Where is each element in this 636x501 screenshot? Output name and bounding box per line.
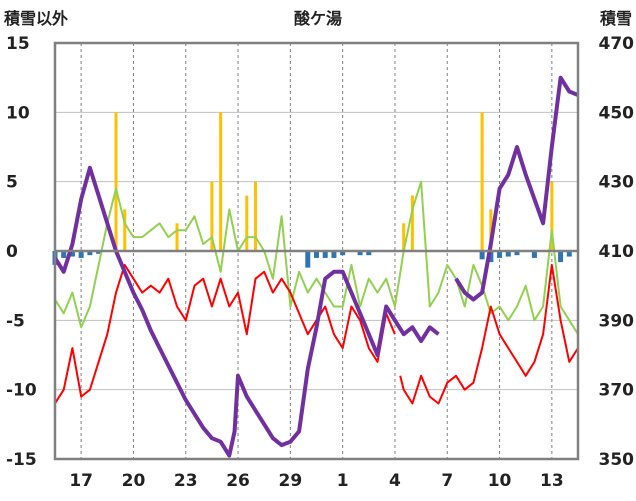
chart-title: 酸ケ湯	[294, 9, 342, 28]
right-tick-label: 370	[599, 381, 635, 401]
snow-change-bar	[366, 251, 372, 256]
snow-change-bar	[61, 251, 67, 258]
left-tick-label: 5	[6, 173, 18, 193]
x-tick-label: 23	[174, 471, 198, 491]
x-tick-label: 1	[337, 471, 349, 491]
x-tick-label: 4	[389, 471, 401, 491]
x-tick-label: 10	[488, 471, 512, 491]
precip-bar	[114, 112, 118, 251]
x-tick-label: 20	[122, 471, 146, 491]
left-tick-label: 0	[6, 242, 18, 262]
left-tick-label: -15	[6, 450, 37, 470]
right-axis-label: 積雪	[599, 9, 632, 28]
snow-change-bar	[322, 251, 328, 258]
right-tick-label: 470	[599, 34, 635, 54]
precip-bar	[402, 223, 406, 251]
x-tick-label: 7	[441, 471, 453, 491]
precip-bar	[210, 181, 214, 251]
snow-change-bar	[78, 251, 84, 258]
snow-change-bar	[331, 251, 337, 258]
snow-change-bar	[488, 251, 494, 263]
left-axis-label: 積雪以外	[3, 9, 68, 28]
snow-change-bar	[69, 251, 75, 257]
snow-change-bar	[340, 251, 346, 256]
snow-change-bar	[305, 251, 311, 268]
left-tick-label: -10	[6, 381, 37, 401]
snow-change-bar	[514, 251, 520, 256]
snow-change-bar	[87, 251, 93, 256]
temp-min-line	[399, 263, 579, 405]
x-axis-ticks: 17 20 23 26 29 1 4 7 10 13	[69, 471, 563, 491]
snow-change-bar	[505, 251, 511, 257]
precip-bar	[480, 112, 484, 251]
left-axis-ticks: 15 10 5 0 -5 -10 -15	[6, 34, 37, 470]
line-series	[53, 75, 579, 458]
snow-change-bar	[479, 251, 485, 260]
temp-max-line	[54, 180, 579, 335]
right-tick-label: 450	[599, 103, 635, 123]
precip-bar	[123, 209, 127, 251]
precip-bar	[550, 181, 554, 251]
snow-depth-line	[454, 75, 579, 302]
precip-bar	[489, 209, 493, 251]
precip-bar	[175, 223, 179, 251]
left-tick-label: -5	[6, 311, 25, 331]
temp-min-line	[54, 263, 396, 405]
snow-change-bar	[96, 251, 102, 254]
plot-frame	[53, 41, 580, 461]
right-tick-label: 390	[599, 311, 635, 331]
bar-series	[52, 112, 572, 268]
right-tick-label: 350	[599, 450, 635, 470]
left-tick-label: 15	[6, 34, 30, 54]
snow-change-bar	[497, 251, 503, 258]
precip-bar	[253, 181, 257, 251]
snow-change-bar	[566, 251, 572, 257]
snow-change-bar	[558, 251, 564, 263]
right-axis-ticks: 470 450 430 410 390 370 350	[599, 34, 635, 470]
x-tick-label: 26	[226, 471, 250, 491]
snow-change-bar	[357, 251, 363, 256]
x-tick-label: 17	[69, 471, 93, 491]
precip-bar	[245, 195, 249, 251]
precip-bar	[410, 195, 414, 251]
snow-change-bar	[314, 251, 319, 258]
right-tick-label: 410	[599, 242, 635, 262]
x-tick-label: 29	[279, 471, 303, 491]
snow-depth-line	[53, 165, 440, 458]
x-tick-label: 13	[540, 471, 564, 491]
precip-bar	[219, 112, 223, 251]
snow-change-bar	[531, 251, 537, 258]
right-tick-label: 430	[599, 173, 635, 193]
left-tick-label: 10	[6, 103, 30, 123]
